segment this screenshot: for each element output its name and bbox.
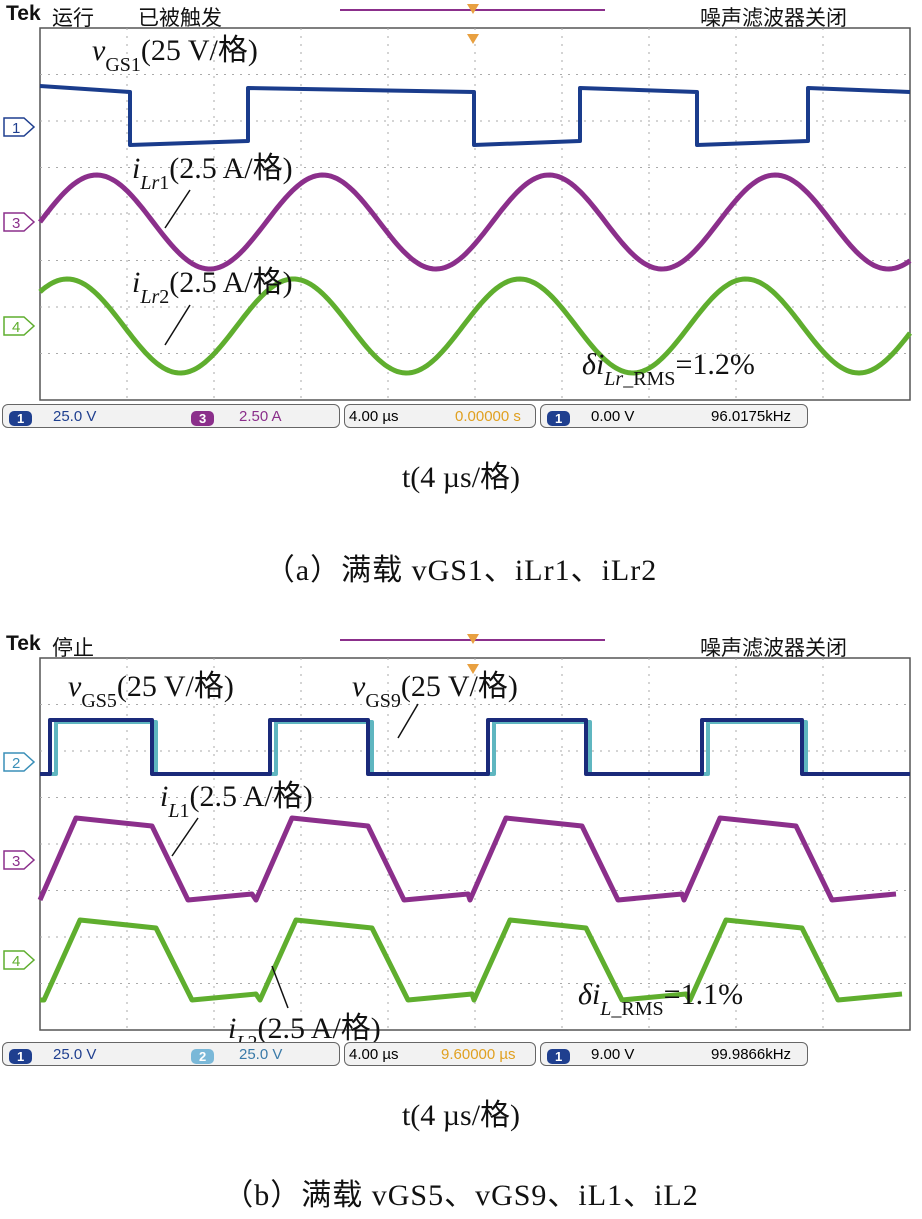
caption-prefix: （a）满载 [264, 554, 412, 587]
frequency: 96.0175kHz [711, 408, 792, 425]
figure-caption: （b）满载 vGS5、vGS9、iL1、iL2 [0, 1170, 922, 1214]
status-bar: 1 25.0 V 2 25.0 V 4.00 µs 9.60000 µs 1 9… [0, 1042, 922, 1068]
channel-scale-box: 1 25.0 V 3 2.50 A [2, 404, 340, 428]
channel-3-marker: 3 [3, 850, 36, 870]
trigger-position-marker [467, 34, 479, 44]
trace-vgs5 [40, 718, 910, 776]
label-vgs9: vGS9(25 V/格) [352, 670, 518, 712]
label-ilr2: iLr2(2.5 A/格) [132, 266, 293, 308]
ch-a-scale: 25.0 V [53, 1046, 97, 1063]
ch-b-scale: 2.50 A [239, 408, 282, 425]
trace-il1 [37, 815, 897, 903]
trigger-box: 1 0.00 V 96.0175kHz [540, 404, 808, 428]
ch-b-scale: 25.0 V [239, 1046, 283, 1063]
status-bar: 1 25.0 V 3 2.50 A 4.00 µs 0.00000 s 1 0.… [0, 404, 922, 430]
scope-header: Tek 停止 噪声滤波器关闭 [0, 630, 922, 660]
trig-chip: 1 [547, 411, 571, 426]
ch-a-chip: 1 [9, 411, 33, 426]
caption-items: vGS5、vGS9、iL1、iL2 [371, 1179, 699, 1212]
trace-ilr2 [38, 276, 912, 376]
ch-b-chip: 3 [191, 411, 215, 426]
time-offset: 0.00000 s [455, 408, 521, 425]
label-delta-rms: δiLr_RMS=1.2% [582, 348, 755, 390]
timebase: 4.00 µs [349, 1046, 399, 1063]
trig-chip: 1 [547, 1049, 571, 1064]
brand-label: Tek [6, 2, 41, 25]
scope-header: Tek 运行 已被触发 噪声滤波器关闭 [0, 0, 922, 30]
caption-items: vGS1、iLr1、iLr2 [411, 554, 658, 587]
filter-state: 噪声滤波器关闭 [700, 636, 847, 660]
svg-text:3: 3 [12, 853, 20, 870]
trigger-state: 已被触发 [138, 6, 222, 30]
svg-text:4: 4 [12, 319, 20, 336]
graticule [39, 4, 911, 401]
trace-il2 [40, 917, 903, 1003]
brand-label: Tek [6, 632, 41, 655]
ch-a-scale: 25.0 V [53, 408, 97, 425]
svg-text:2: 2 [12, 755, 20, 772]
label-ilr1: iLr1(2.5 A/格) [132, 152, 293, 194]
trigger-position-marker [467, 664, 479, 674]
filter-state: 噪声滤波器关闭 [700, 6, 847, 30]
oscilloscope-screen: 1 3 4 vGS1(25 V/格) iLr1(2.5 A/格) iLr2(2.5 A/格… [3, 4, 912, 401]
time-offset: 9.60000 µs [441, 1046, 516, 1063]
label-vgs5: vGS5(25 V/格) [68, 670, 234, 712]
label-vgs1: vGS1(25 V/格) [92, 34, 258, 76]
ch-b-chip: 2 [191, 1049, 215, 1064]
trig-level: 0.00 V [591, 408, 635, 425]
figure-caption: （a）满载 vGS1、iLr1、iLr2 [0, 545, 922, 589]
svg-text:4: 4 [12, 953, 20, 970]
channel-4-marker: 4 [3, 950, 36, 970]
timebase-box: 4.00 µs 0.00000 s [344, 404, 536, 428]
caption-prefix: （b）满载 [223, 1179, 372, 1212]
channel-2-marker: 2 [3, 752, 36, 772]
channel-scale-box: 1 25.0 V 2 25.0 V [2, 1042, 340, 1066]
svg-text:1: 1 [12, 120, 20, 137]
trig-level: 9.00 V [591, 1046, 635, 1063]
scope-panel-b: Tek 停止 噪声滤波器关闭 2 3 4 vGS5(25 V/格) vGS9(25 V/… [0, 630, 922, 1219]
ch-a-chip: 1 [9, 1049, 33, 1064]
channel-1-marker: 1 [3, 117, 36, 137]
trigger-box: 1 9.00 V 99.9866kHz [540, 1042, 808, 1066]
trace-vgs1 [39, 84, 911, 147]
run-state: 停止 [52, 636, 94, 660]
channel-3-marker: 3 [3, 212, 36, 232]
frequency: 99.9866kHz [711, 1046, 792, 1063]
timebase-box: 4.00 µs 9.60000 µs [344, 1042, 536, 1066]
time-axis-label: t(4 µs/格) [401, 1099, 521, 1132]
time-axis-label: t(4 µs/格) [401, 461, 521, 494]
scope-panel-a: Tek 运行 已被触发 噪声滤波器关闭 1 3 4 vGS1(25 V/格) iLr1(… [0, 0, 922, 600]
label-il1: iL1(2.5 A/格) [160, 780, 313, 822]
timebase: 4.00 µs [349, 408, 399, 425]
trace-ilr1 [38, 172, 912, 272]
channel-4-marker: 4 [3, 316, 36, 336]
label-delta-rms: δiL_RMS=1.1% [578, 978, 743, 1020]
svg-text:3: 3 [12, 215, 20, 232]
run-state: 运行 [52, 6, 94, 30]
